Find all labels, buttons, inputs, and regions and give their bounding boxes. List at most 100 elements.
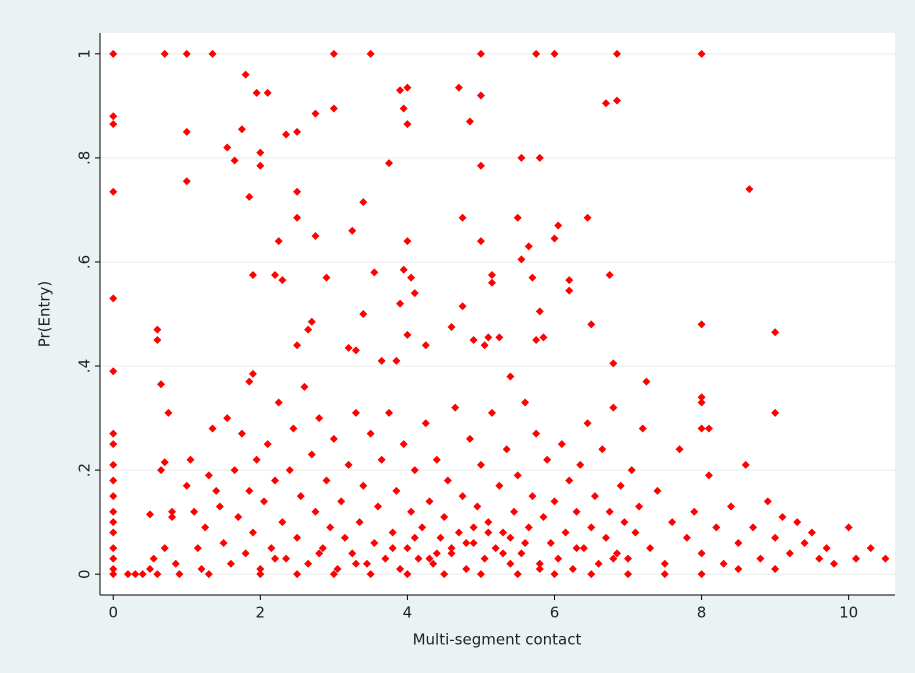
point: [454, 528, 463, 537]
point: [366, 429, 375, 438]
point: [719, 559, 728, 568]
point: [741, 460, 750, 469]
point: [304, 559, 313, 568]
point: [123, 570, 132, 579]
point: [403, 544, 412, 553]
point: [712, 523, 721, 532]
point: [462, 538, 471, 547]
point: [756, 554, 765, 563]
point: [164, 408, 173, 417]
point: [403, 570, 412, 579]
point: [396, 299, 405, 308]
point: [399, 104, 408, 113]
point: [517, 549, 526, 558]
point: [182, 49, 191, 58]
point: [487, 270, 496, 279]
point: [274, 398, 283, 407]
point: [226, 559, 235, 568]
point: [539, 512, 548, 521]
point: [807, 528, 816, 537]
point: [293, 127, 302, 136]
point: [594, 559, 603, 568]
point: [157, 380, 166, 389]
point: [583, 213, 592, 222]
point: [348, 549, 357, 558]
point: [454, 83, 463, 92]
point: [311, 507, 320, 516]
point: [322, 273, 331, 282]
point: [763, 497, 772, 506]
point: [432, 549, 441, 558]
point: [704, 471, 713, 480]
point: [535, 307, 544, 316]
point: [476, 460, 485, 469]
point: [403, 330, 412, 339]
point: [572, 507, 581, 516]
point: [109, 476, 118, 485]
point: [565, 276, 574, 285]
point: [627, 466, 636, 475]
point: [248, 369, 257, 378]
x-tick-label: 10: [839, 604, 858, 622]
point: [160, 544, 169, 553]
point: [495, 333, 504, 342]
point: [484, 518, 493, 527]
point: [245, 192, 254, 201]
point: [473, 502, 482, 511]
point: [109, 507, 118, 516]
point: [517, 153, 526, 162]
point: [554, 554, 563, 563]
point: [532, 336, 541, 345]
point: [285, 466, 294, 475]
point: [237, 429, 246, 438]
point: [182, 481, 191, 490]
y-tick-label: .2: [76, 463, 94, 477]
point: [333, 564, 342, 573]
point: [186, 455, 195, 464]
point: [429, 559, 438, 568]
point: [131, 570, 140, 579]
point: [366, 49, 375, 58]
x-tick-label: 8: [697, 604, 707, 622]
point: [535, 564, 544, 573]
point: [487, 408, 496, 417]
point: [624, 570, 633, 579]
point: [109, 187, 118, 196]
point: [396, 86, 405, 95]
point: [550, 497, 559, 506]
point: [362, 559, 371, 568]
point: [407, 273, 416, 282]
point: [237, 125, 246, 134]
point: [601, 533, 610, 542]
point: [866, 544, 875, 553]
point: [815, 554, 824, 563]
point: [440, 512, 449, 521]
point: [532, 429, 541, 438]
point: [230, 466, 239, 475]
point: [252, 455, 261, 464]
point: [307, 450, 316, 459]
point: [223, 143, 232, 152]
point: [248, 270, 257, 279]
point: [425, 554, 434, 563]
point: [109, 460, 118, 469]
point: [583, 419, 592, 428]
point: [605, 270, 614, 279]
point: [282, 130, 291, 139]
point: [307, 317, 316, 326]
point: [168, 512, 177, 521]
point: [631, 528, 640, 537]
point: [315, 414, 324, 423]
point: [550, 570, 559, 579]
point: [704, 424, 713, 433]
point: [201, 523, 210, 532]
point: [609, 403, 618, 412]
point: [241, 70, 250, 79]
point: [524, 242, 533, 251]
point: [399, 440, 408, 449]
point: [381, 554, 390, 563]
point: [326, 523, 335, 532]
point: [590, 492, 599, 501]
point: [418, 523, 427, 532]
point: [385, 159, 394, 168]
